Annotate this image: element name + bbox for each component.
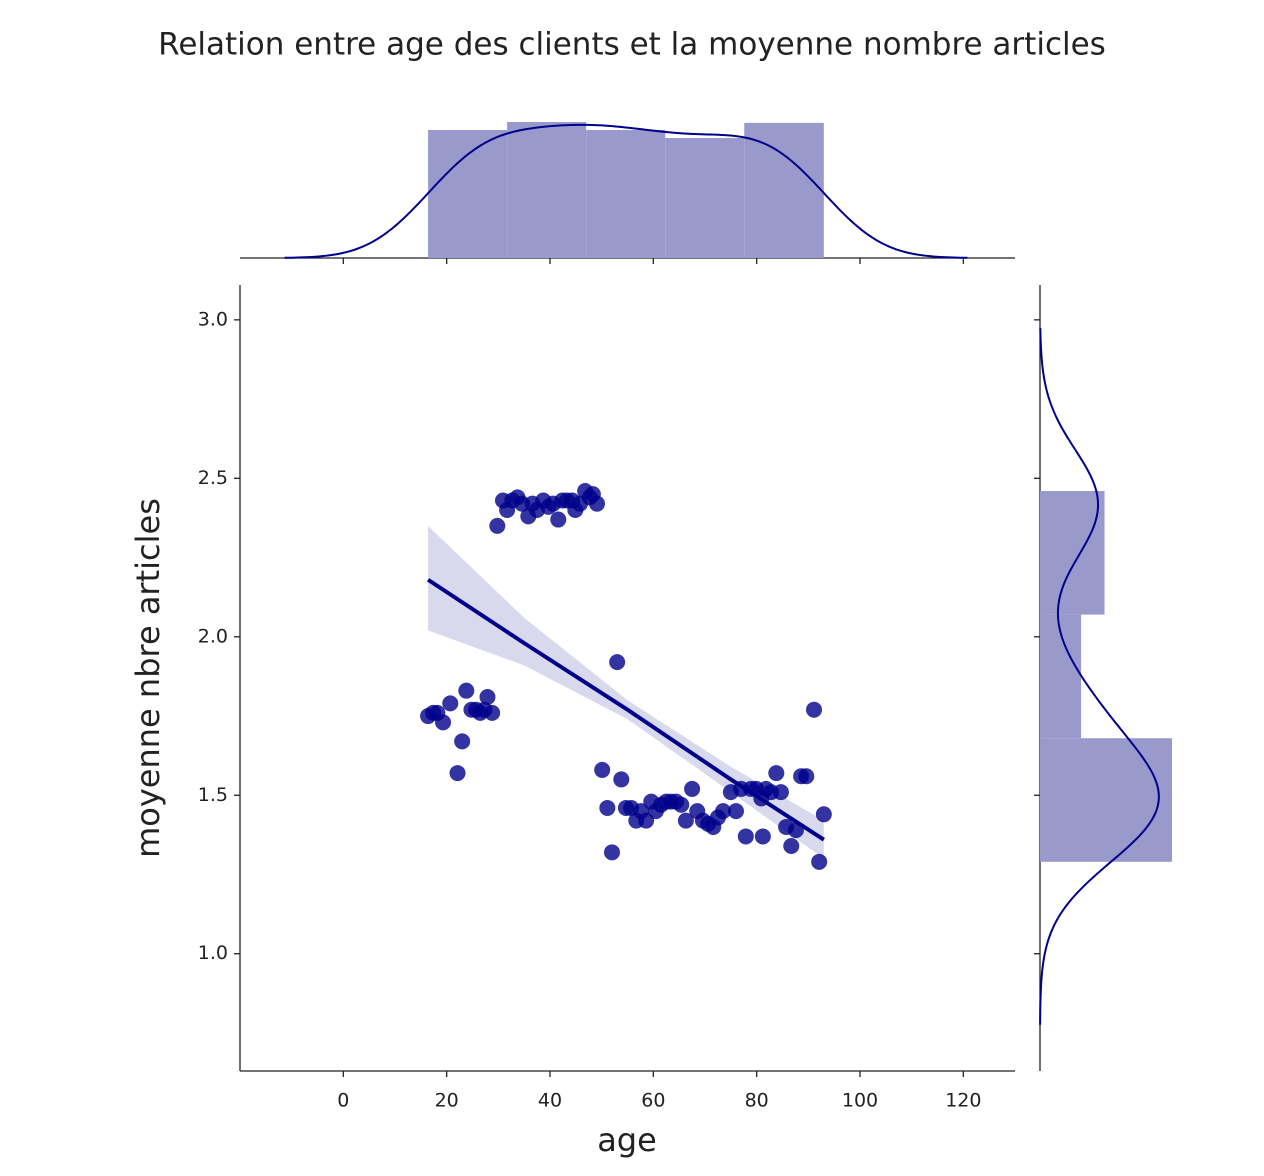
x-tick-label: 20 (435, 1090, 459, 1112)
scatter-point (684, 780, 701, 797)
scatter-point (715, 803, 732, 820)
scatter-point (798, 768, 815, 785)
scatter-point (811, 853, 828, 870)
scatter-point (449, 765, 466, 782)
scatter-point (599, 799, 616, 816)
histogram-bar (1040, 738, 1172, 862)
scatter-point (772, 784, 789, 801)
scatter-point (815, 806, 832, 823)
y-tick-label: 1.5 (198, 784, 228, 806)
scatter-point (737, 828, 754, 845)
y-tick-label: 2.5 (198, 467, 228, 489)
scatter-point (768, 765, 785, 782)
scatter-point (754, 828, 771, 845)
scatter-point (677, 812, 694, 829)
regression-line (426, 578, 825, 842)
scatter-point (454, 733, 471, 750)
scatter-point (613, 771, 630, 788)
scatter-point (609, 654, 626, 671)
x-axis-label: age (597, 1121, 657, 1159)
y-tick-label: 3.0 (198, 308, 228, 330)
scatter-point (806, 701, 823, 718)
scatter-point (435, 714, 452, 731)
chart-title: Relation entre age des clients et la moy… (158, 27, 1106, 63)
x-tick-label: 80 (745, 1090, 769, 1112)
scatter-point (589, 495, 606, 512)
scatter-point (638, 812, 655, 829)
histogram-bar (507, 122, 587, 258)
scatter-point (489, 517, 506, 534)
y-tick-label: 2.0 (198, 625, 228, 647)
scatter-point (550, 511, 567, 528)
x-tick-label: 100 (842, 1090, 878, 1112)
x-tick-label: 120 (945, 1090, 981, 1112)
scatter-point (442, 695, 459, 712)
histogram-bar (428, 130, 508, 258)
histogram-bar (744, 122, 824, 258)
scatter-point (728, 803, 744, 820)
scatter-point (479, 689, 496, 706)
x-tick-label: 0 (337, 1090, 349, 1112)
kde-curve (284, 123, 968, 259)
scatter-point (458, 682, 475, 699)
kde-curve (1039, 328, 1160, 1025)
x-tick-label: 60 (641, 1090, 665, 1112)
histogram-bar (1040, 491, 1105, 615)
y-axis-label: moyenne nbre articles (129, 498, 167, 858)
scatter-point (783, 837, 800, 854)
histogram-bar (586, 130, 666, 258)
scatter-point (673, 796, 690, 813)
scatter-point (484, 704, 501, 721)
scatter-point (604, 844, 620, 861)
x-tick-label: 40 (538, 1090, 562, 1112)
scatter-point (594, 761, 611, 778)
y-tick-label: 1.0 (198, 942, 228, 964)
histogram-bar (665, 138, 745, 258)
